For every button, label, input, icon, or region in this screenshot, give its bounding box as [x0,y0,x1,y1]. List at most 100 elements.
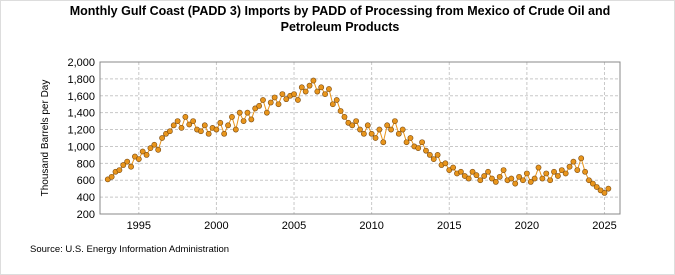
point [558,167,565,173]
point [442,160,449,167]
point [322,91,328,97]
point [450,164,457,171]
x-tick-label: 2005 [282,220,306,232]
point [151,141,158,148]
point [589,180,596,187]
point [372,135,379,141]
point [178,124,185,131]
point [225,122,231,129]
point [353,118,360,125]
point [403,139,410,146]
point [244,109,251,116]
point [135,156,142,163]
y-tick-label: 1,600 [67,91,95,103]
point [605,185,612,192]
point [337,108,344,114]
chart-title: Monthly Gulf Coast (PADD 3) Imports by P… [69,4,611,34]
point [108,173,115,180]
point [295,97,301,103]
point [547,177,554,184]
point [221,130,228,137]
point [531,175,538,182]
point [147,145,154,152]
point [426,151,433,158]
x-tick-label: 1995 [127,220,151,232]
point [124,158,131,165]
point [159,135,165,141]
point [229,113,235,120]
point [248,116,255,123]
point [139,148,146,155]
point [232,126,239,133]
point [314,88,321,95]
point [170,122,177,129]
point [520,177,526,184]
point [256,103,263,109]
point [543,170,550,177]
point [516,173,523,180]
point [197,128,204,135]
point [182,113,189,120]
point [236,109,243,116]
point [260,97,266,103]
y-tick-label: 2,000 [67,57,95,69]
title-box: Monthly Gulf Coast (PADD 3) Imports by P… [69,4,611,34]
point [349,122,356,129]
point [166,128,173,135]
point [279,91,286,97]
point [457,168,464,175]
point [570,158,577,165]
point [492,179,499,185]
point [318,84,325,91]
point [601,189,608,196]
x-tick-label: 2010 [359,220,383,232]
point [360,130,367,137]
point [201,122,208,129]
point [306,82,313,89]
y-tick-label: 200 [77,209,95,221]
point [388,126,394,133]
y-tick-label: 1,000 [67,141,95,153]
point [539,175,546,182]
y-tick-label: 800 [77,158,95,170]
x-tick-label: 2020 [515,220,539,232]
point [485,168,491,175]
point [392,118,398,125]
point [329,101,336,108]
point [376,126,383,133]
point [434,151,441,158]
point [395,130,402,137]
point [419,139,425,146]
point [128,163,134,170]
point [527,179,534,185]
y-tick-label: 1,200 [67,125,95,137]
point [578,155,585,162]
point [535,164,542,171]
point [271,94,278,101]
point [263,109,270,116]
point [508,175,515,182]
point [481,173,488,179]
point [302,88,309,95]
point [551,168,557,175]
point [489,175,495,182]
source: Source: U.S. Energy Information Administ… [30,244,229,255]
y-axis-label: Thousand Barrels per Day [40,80,51,197]
y-tick-label: 1,800 [67,74,95,86]
point [368,130,375,137]
point [574,167,581,173]
point [473,172,480,179]
point [267,99,274,106]
point [380,139,387,146]
point [143,151,150,158]
point [120,162,127,168]
point [512,180,519,187]
y-tick-label: 600 [77,175,95,187]
point [582,168,588,175]
point [586,177,592,184]
point [310,77,317,84]
x-tick-label: 2000 [204,220,228,232]
point [275,101,282,108]
